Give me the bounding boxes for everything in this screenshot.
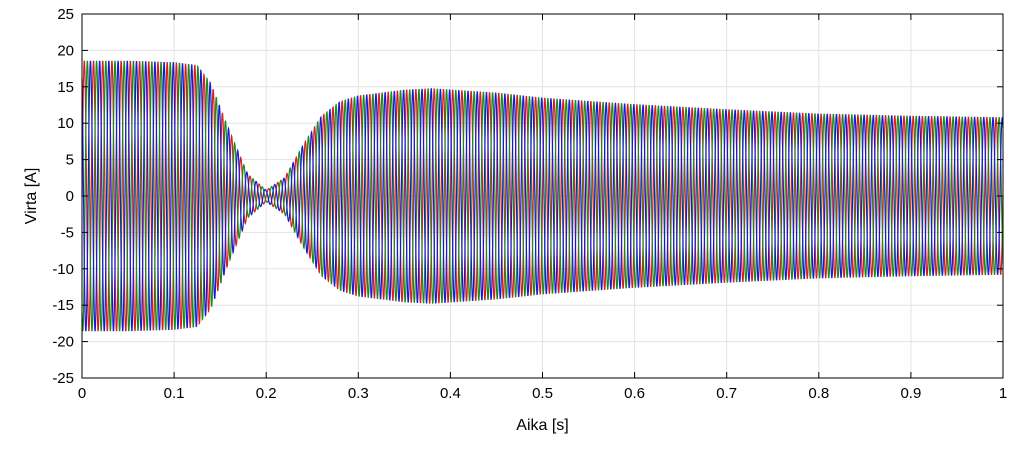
- x-tick-label: 0.3: [348, 385, 369, 402]
- x-tick-label: 0: [78, 385, 86, 402]
- x-tick-label: 0.9: [900, 385, 921, 402]
- x-tick-label: 0.8: [808, 385, 829, 402]
- series-line-3: [81, 60, 1004, 332]
- y-tick-label: 0: [66, 188, 74, 205]
- ticks: 0 0.1 0.2 0.3 0.4 0.5 0.6 0.7 0.8 0.9 1 -25 -20 -15 -1…: [52, 6, 1007, 402]
- y-tick-label: 15: [57, 79, 74, 96]
- series-line-1: [81, 60, 1004, 332]
- y-tick-label: 10: [57, 115, 74, 132]
- series-layer: [81, 60, 1004, 332]
- y-tick-label: 5: [66, 152, 74, 169]
- y-axis-label: Virta [A]: [23, 168, 40, 225]
- y-tick-label: -5: [61, 224, 74, 241]
- y-tick-label: 25: [57, 6, 74, 23]
- y-tick-label: -15: [52, 297, 74, 314]
- y-tick-label: -20: [52, 334, 74, 351]
- x-tick-label: 0.5: [532, 385, 553, 402]
- x-tick-label: 0.2: [256, 385, 277, 402]
- y-tick-label: -10: [52, 261, 74, 278]
- x-tick-label: 1: [999, 385, 1007, 402]
- series-line-2: [81, 60, 1004, 332]
- x-tick-label: 0.6: [624, 385, 645, 402]
- x-axis-label: Aika [s]: [516, 417, 568, 434]
- y-tick-label: -25: [52, 370, 74, 387]
- x-tick-label: 0.4: [440, 385, 461, 402]
- y-tick-label: 20: [57, 42, 74, 59]
- x-tick-label: 0.1: [164, 385, 185, 402]
- x-tick-label: 0.7: [716, 385, 737, 402]
